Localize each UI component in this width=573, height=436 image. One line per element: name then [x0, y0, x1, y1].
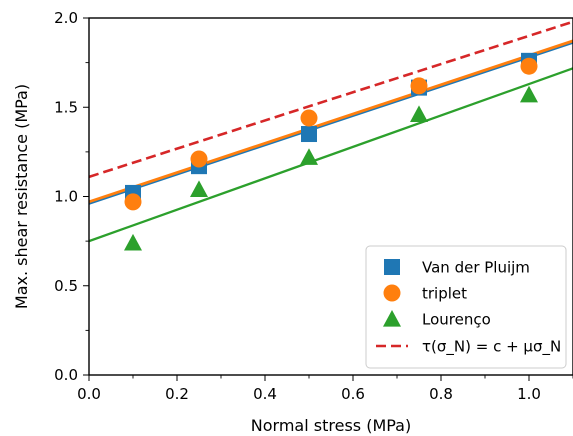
y-tick-label: 1.5 — [54, 98, 78, 116]
y-axis-label: Max. shear resistance (MPa) — [12, 84, 31, 309]
point-series-2 — [124, 193, 142, 211]
x-tick-label: 0.4 — [253, 385, 277, 403]
legend-marker-1 — [384, 259, 400, 275]
fit-lines — [89, 20, 573, 243]
y-tick-label: 0.5 — [54, 277, 78, 295]
y-tick-label: 2.0 — [54, 9, 78, 27]
axis-ticks: 0.0 0.2 0.4 0.6 0.8 1.0 0.0 0.5 1.0 1.5 2.0 — [54, 9, 573, 403]
fit-line-3 — [89, 67, 573, 243]
x-axis-label: Normal stress (MPa) — [251, 416, 411, 435]
legend-box — [365, 245, 567, 369]
point-series-3 — [300, 148, 318, 165]
plot-frame — [88, 17, 573, 376]
x-tick-label: 0.0 — [77, 385, 101, 403]
legend: Van der Pluijm triplet Lourenço τ(σ_N) = c … — [365, 245, 567, 369]
y-tick-label: 0.0 — [54, 366, 78, 384]
point-series-1 — [301, 126, 317, 143]
legend-label-reference: τ(σ_N) = c + μσ_N — [422, 338, 561, 357]
x-tick-label: 0.8 — [429, 385, 453, 403]
legend-marker-3 — [383, 310, 401, 327]
x-tick-label: 0.6 — [341, 385, 365, 403]
fit-line-1 — [89, 41, 573, 205]
legend-label-3: Lourenço — [422, 311, 491, 329]
x-tick-label: 1.0 — [517, 385, 541, 403]
legend-label-1: Van der Pluijm — [422, 259, 530, 277]
x-tick-label: 0.2 — [165, 385, 189, 403]
fit-line-2 — [89, 39, 573, 204]
legend-label-2: triplet — [422, 285, 467, 303]
reference-line — [89, 20, 573, 179]
y-tick-label: 1.0 — [54, 188, 78, 206]
data-markers — [124, 52, 538, 251]
point-series-2 — [190, 150, 208, 168]
point-series-2 — [520, 57, 538, 75]
legend-marker-2 — [383, 284, 401, 302]
point-series-3 — [520, 85, 538, 103]
point-series-3 — [190, 180, 208, 198]
point-series-3 — [410, 105, 428, 123]
point-series-3 — [124, 233, 142, 251]
point-series-2 — [410, 77, 428, 95]
point-series-2 — [300, 109, 318, 127]
